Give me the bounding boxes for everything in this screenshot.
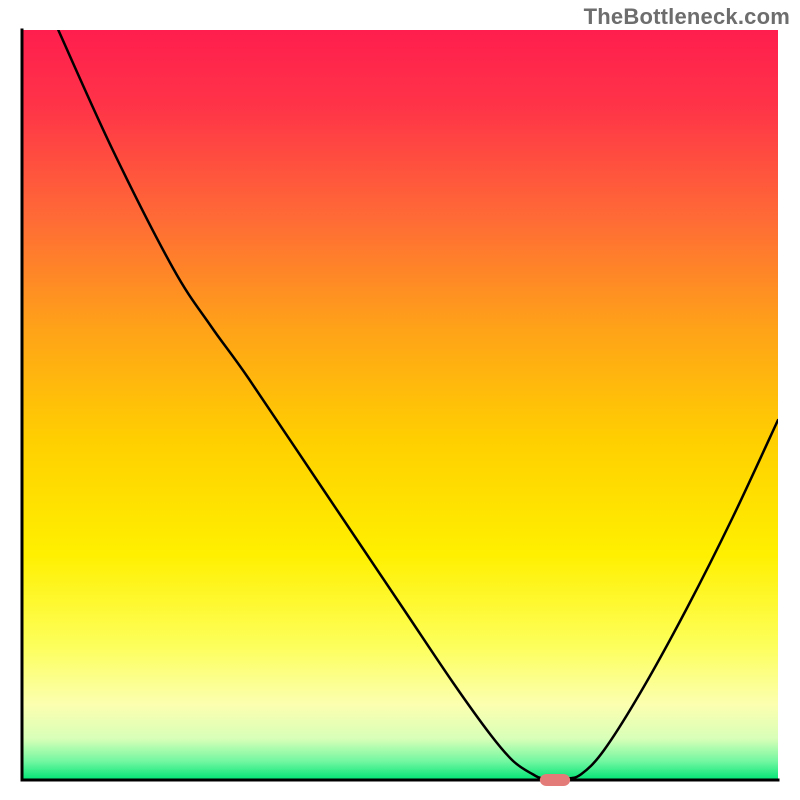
chart-svg	[0, 0, 800, 800]
bottleneck-chart: TheBottleneck.com	[0, 0, 800, 800]
optimum-marker	[540, 774, 570, 786]
gradient-background	[22, 30, 778, 780]
